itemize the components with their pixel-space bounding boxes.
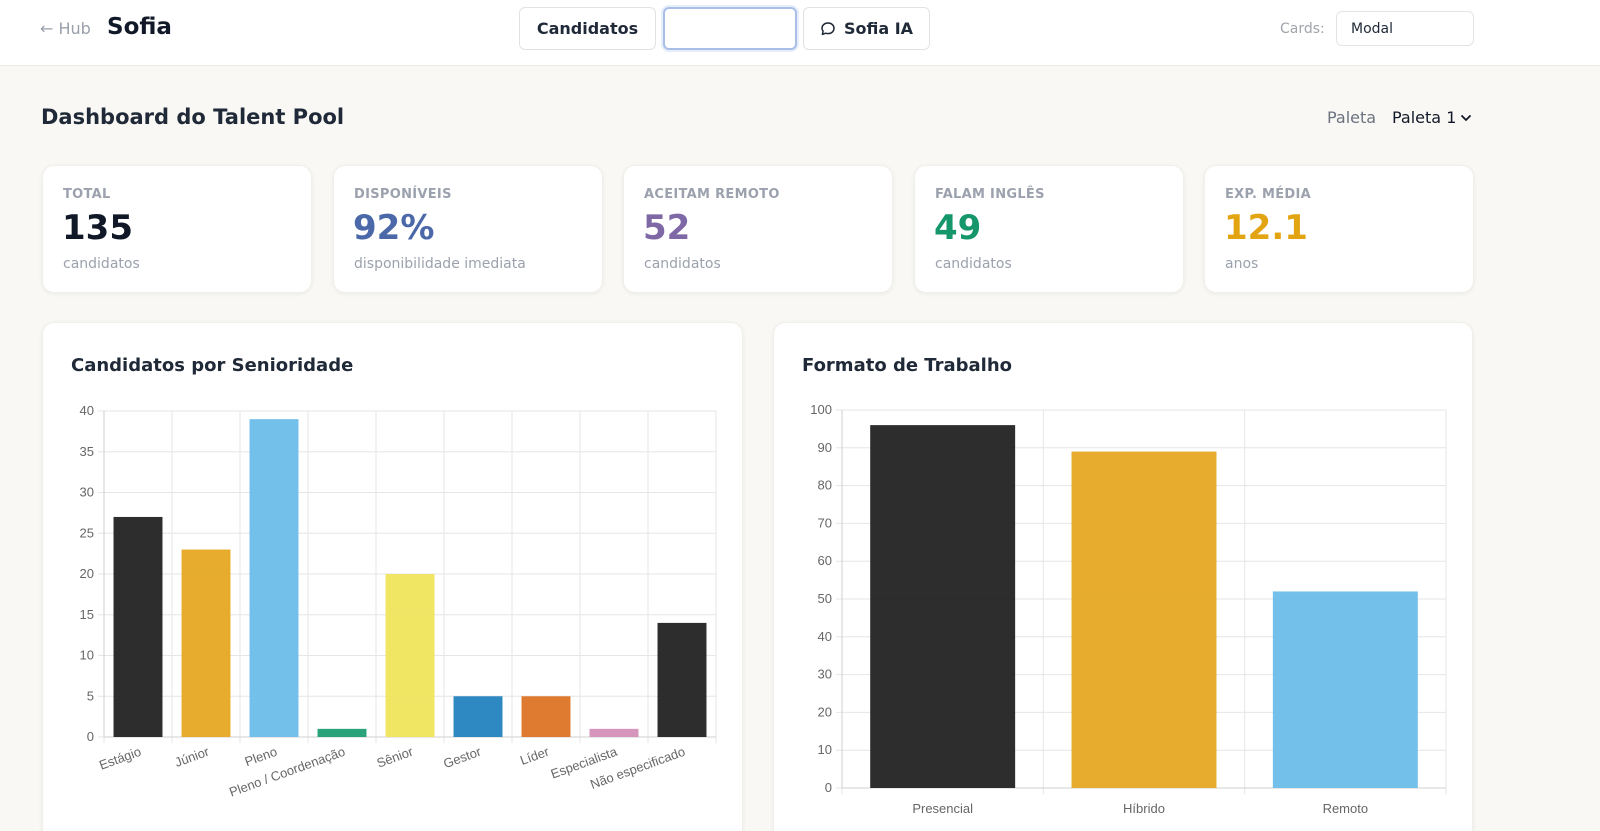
y-tick-label: 10: [818, 742, 832, 757]
y-tick-label: 20: [80, 566, 94, 581]
stat-sub: candidatos: [644, 256, 721, 272]
bar-nao-especificado[interactable]: [657, 622, 707, 737]
senioridade-bar-chart: 0 5 10 15 20 25 30 35 40 Estágio Júnior PlenoPleno …: [80, 403, 717, 800]
brand-title: Sofia: [107, 14, 172, 40]
stat-sub: candidatos: [63, 256, 140, 272]
chat-bubble-icon: [821, 21, 835, 35]
y-tick-label: 10: [80, 648, 94, 663]
bar-lider[interactable]: [521, 696, 571, 737]
stat-sub: disponibilidade imediata: [354, 256, 526, 272]
stat-label: TOTAL: [63, 187, 111, 202]
x-tick-label: Estágio: [97, 744, 143, 773]
y-tick-label: 90: [818, 440, 832, 455]
x-tick-label: Pleno / Coordenação: [227, 744, 347, 800]
y-tick-label: 25: [80, 525, 94, 540]
y-tick-label: 30: [818, 667, 832, 682]
chart-card-senioridade: Candidatos por Senioridade 0 5 10 15 20 25 30 3…: [42, 322, 743, 831]
paleta-label: Paleta: [1327, 108, 1377, 127]
y-tick-label: 30: [80, 485, 94, 500]
stat-card-exp-media: EXP. MÉDIA 12.1 anos: [1204, 165, 1474, 293]
paleta-select[interactable]: Paleta 1: [1392, 108, 1472, 127]
bar-junior[interactable]: [181, 549, 231, 737]
y-tick-label: 0: [87, 729, 94, 744]
stat-card-aceitam-remoto: ACEITAM REMOTO 52 candidatos: [623, 165, 893, 293]
stat-value: 92%: [353, 208, 435, 248]
bar-pleno-coordenacao[interactable]: [317, 728, 367, 737]
stat-label: ACEITAM REMOTO: [644, 187, 780, 202]
top-bar: ← Hub Sofia Candidatos Sofia IA Cards: M…: [0, 0, 1600, 66]
y-tick-label: 20: [818, 704, 832, 719]
bar-especialista[interactable]: [589, 728, 639, 737]
y-tick-label: 15: [80, 607, 94, 622]
x-tick-label: Sênior: [375, 743, 416, 770]
x-tick-label: Gestor: [441, 743, 483, 771]
bar-gestor[interactable]: [453, 696, 503, 737]
bar-presencial[interactable]: [870, 425, 1016, 788]
x-tick-label: Híbrido: [1123, 801, 1165, 816]
y-tick-label: 5: [87, 688, 94, 703]
y-tick-label: 100: [810, 402, 832, 417]
formato-bar-chart: 0 10 20 30 40 50 60 70 80 90 100 Presencial Híbrido R…: [810, 402, 1447, 816]
y-tick-label: 35: [80, 444, 94, 459]
x-tick-label: Presencial: [912, 801, 973, 816]
sofia-ia-label: Sofia IA: [843, 19, 914, 38]
y-tick-label: 60: [818, 553, 832, 568]
stat-label: FALAM INGLÊS: [935, 187, 1045, 202]
hub-back-link[interactable]: ← Hub: [40, 19, 91, 38]
page-title: Dashboard do Talent Pool: [41, 105, 345, 129]
nav-blank-button[interactable]: [663, 7, 797, 50]
x-tick-label: Pleno: [243, 744, 279, 769]
y-tick-label: 40: [818, 629, 832, 644]
stat-card-disponiveis: DISPONÍVEIS 92% disponibilidade imediata: [333, 165, 603, 293]
cards-mode-select[interactable]: Modal: [1336, 11, 1474, 46]
paleta-select-value: Paleta 1: [1392, 108, 1457, 127]
bar-hibrido[interactable]: [1071, 451, 1217, 788]
x-tick-label: Líder: [518, 743, 552, 767]
stat-value: 52: [643, 208, 691, 248]
bar-remoto[interactable]: [1272, 591, 1418, 788]
sofia-ia-button[interactable]: Sofia IA: [803, 7, 930, 50]
chart-card-formato: Formato de Trabalho 0 10 20 30 40 50 60 70 80 90 1…: [773, 322, 1473, 831]
bar-estagio[interactable]: [113, 516, 163, 737]
candidatos-button-label: Candidatos: [536, 19, 639, 38]
y-tick-label: 40: [80, 403, 94, 418]
chevron-down-icon: [1461, 114, 1472, 121]
y-tick-label: 0: [825, 780, 832, 795]
y-tick-label: 80: [818, 478, 832, 493]
stat-value: 12.1: [1224, 208, 1308, 248]
stat-sub: anos: [1225, 256, 1259, 272]
chart-title: Candidatos por Senioridade: [71, 355, 354, 376]
y-tick-label: 70: [818, 515, 832, 530]
y-tick-label: 50: [818, 591, 832, 606]
bar-senior[interactable]: [385, 574, 435, 737]
stat-card-falam-ingles: FALAM INGLÊS 49 candidatos: [914, 165, 1184, 293]
stat-label: DISPONÍVEIS: [354, 187, 452, 202]
cards-label: Cards:: [1280, 21, 1325, 37]
chart-title: Formato de Trabalho: [802, 355, 1013, 376]
candidatos-button[interactable]: Candidatos: [519, 7, 656, 50]
stat-label: EXP. MÉDIA: [1225, 187, 1312, 202]
stat-sub: candidatos: [935, 256, 1012, 272]
bar-pleno[interactable]: [249, 419, 299, 737]
stat-card-total: TOTAL 135 candidatos: [42, 165, 312, 293]
x-tick-label: Remoto: [1323, 801, 1369, 816]
stat-value: 49: [934, 208, 982, 248]
x-tick-label: Júnior: [173, 743, 212, 769]
stat-value: 135: [62, 208, 133, 248]
